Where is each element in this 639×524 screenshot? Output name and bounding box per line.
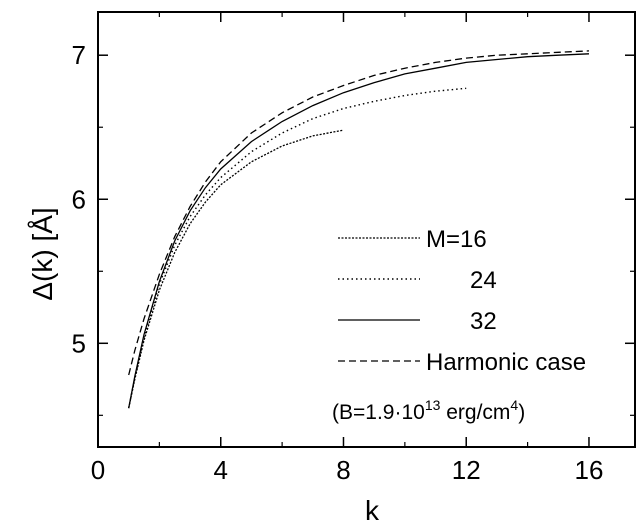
legend-label-3: 32 bbox=[470, 308, 497, 335]
y-tick-label: 7 bbox=[72, 40, 86, 70]
series-line-2 bbox=[128, 87, 467, 409]
legend-label-2: 24 bbox=[470, 267, 497, 294]
annotation-middle: erg/cm bbox=[440, 401, 510, 424]
legend-label-1: M=16 bbox=[426, 226, 487, 253]
annotation-suffix: ) bbox=[518, 401, 525, 424]
legend-label-4: Harmonic case bbox=[426, 349, 586, 376]
annotation-text: (B=1.9·1013 erg/cm4) bbox=[332, 397, 525, 424]
x-tick-label: 0 bbox=[91, 455, 105, 485]
y-tick-label: 6 bbox=[72, 184, 86, 214]
annotation-sup-exponent: 13 bbox=[425, 397, 441, 413]
series-line-4 bbox=[128, 50, 590, 376]
annotation-sup-power: 4 bbox=[510, 397, 518, 413]
series-line-1 bbox=[128, 129, 344, 409]
annotation-prefix: (B=1.9·10 bbox=[332, 401, 425, 424]
y-tick-label: 5 bbox=[72, 328, 86, 358]
x-tick-label: 16 bbox=[575, 455, 604, 485]
y-axis-title: Δ(k) [Å] bbox=[27, 207, 58, 300]
plot-frame bbox=[97, 11, 636, 448]
x-axis-title: k bbox=[365, 495, 380, 524]
series-line-3 bbox=[128, 53, 590, 409]
x-tick-label: 4 bbox=[214, 455, 228, 485]
x-tick-label: 8 bbox=[336, 455, 350, 485]
x-tick-label: 12 bbox=[452, 455, 481, 485]
